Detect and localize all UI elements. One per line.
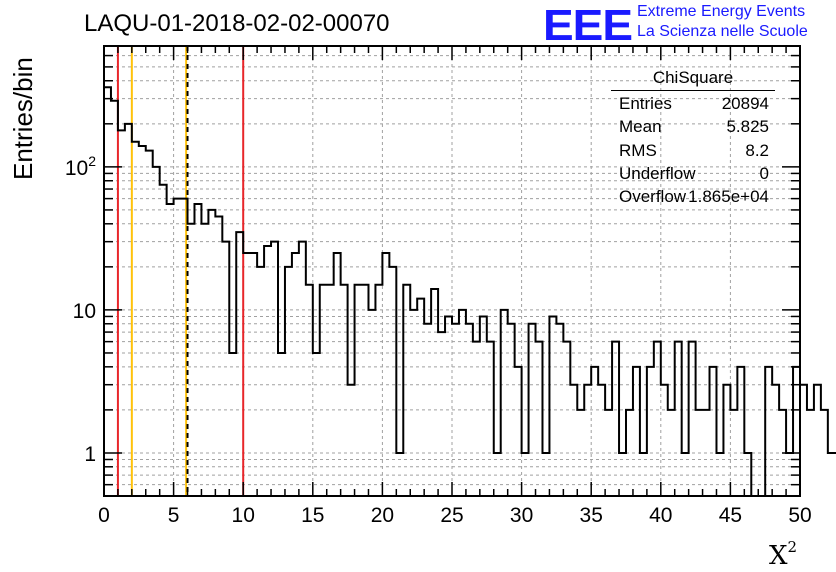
logo-line-2: La Scienza nelle Scuole [637,23,808,40]
reference-lines [116,46,245,496]
x-tick-label: 30 [510,504,533,527]
x-tick-labels: 0 5 10 15 20 25 30 35 40 45 50 [98,504,812,527]
stats-key: Underflow [619,163,696,183]
stats-value: 20894 [721,94,769,113]
stats-key: RMS [619,140,657,160]
x-axis-label-sup: 2 [787,538,798,556]
y-tick-label-base: 1 [84,443,96,466]
stats-key: Mean [619,117,662,137]
stats-value: 8.2 [745,140,769,160]
logo-line-1: Extreme Energy Events [637,3,806,20]
run-title: LAQU-01-2018-02-02-00070 [84,10,390,37]
stats-key: Entries [619,94,672,113]
stats-value: 5.825 [726,117,769,137]
y-tick-label: 102 [65,153,96,180]
x-tick-label: 35 [580,504,603,527]
x-axis-label: X2 [769,538,797,571]
stats-row-entries: Entries 20894 [611,94,775,117]
x-tick-label: 0 [98,504,110,527]
stats-title: ChiSquare [611,68,775,91]
stats-row-mean: Mean 5.825 [611,117,775,140]
stats-row-underflow: Underflow 0 [611,164,775,187]
histogram-bins [103,86,836,497]
x-tick-label: 50 [788,504,811,527]
x-tick-label: 10 [232,504,255,527]
stats-value: 0 [759,163,769,183]
histogram-line [103,86,836,497]
logo-text: Extreme Energy Events La Scienza nelle S… [637,2,808,42]
eee-logo-icon: EEE [543,0,633,50]
x-tick-label: 15 [301,504,324,527]
x-axis-label-base: X [769,541,788,571]
y-tick-label-base: 10 [65,157,88,180]
y-tick-label-sup: 2 [88,153,96,169]
x-tick-label: 5 [168,504,180,527]
x-tick-label: 40 [649,504,672,527]
stats-key: Overflow [619,187,687,207]
x-tick-label: 20 [371,504,394,527]
x-tick-label: 45 [719,504,742,527]
stats-value: 1.865e+04 [688,187,769,207]
stats-box: ChiSquare Entries 20894 Mean 5.825 RMS 8.2 … [611,68,775,210]
y-tick-label: 1 [84,443,96,466]
stats-row-overflow: Overflow 1.865e+04 [611,187,775,210]
axis-ticks [103,45,801,497]
x-tick-label: 25 [440,504,463,527]
y-tick-label: 10 [73,300,96,323]
stats-row-rms: RMS 8.2 [611,141,775,164]
y-tick-label-base: 10 [73,300,96,323]
y-axis-label: Entries/bin [8,57,38,180]
